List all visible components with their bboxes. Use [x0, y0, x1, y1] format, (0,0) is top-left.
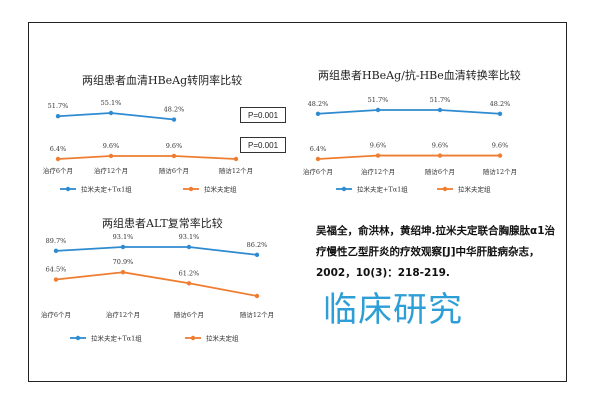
chart-3-series-1-point — [53, 248, 59, 254]
chart-3-tick-label: 治疗12个月 — [106, 310, 140, 319]
chart-2-series-2-point — [375, 153, 381, 158]
chart-3-series-1-data-label: 89.7% — [46, 237, 67, 245]
chart-3-legend-marker — [75, 335, 81, 341]
chart-1-series-1-point — [55, 114, 61, 119]
p-value-box-2: P=0.001 — [240, 137, 286, 153]
chart-3-series-1-data-label: 93.1% — [113, 233, 134, 241]
chart-2-series-1-point — [375, 107, 381, 113]
chart-3-legend-marker — [190, 335, 196, 341]
chart-1-series-2-line — [57, 155, 237, 160]
chart-3-series-1-point — [254, 252, 260, 258]
chart-2-series-2-point — [437, 153, 443, 158]
chart-1-tick-label: 治疗6个月 — [43, 166, 73, 175]
chart-2-tick-label: 随访6个月 — [425, 167, 455, 176]
chart-2-series-1-data-label: 48.2% — [308, 100, 329, 108]
chart-3-tick-label: 随访12个月 — [240, 310, 274, 319]
chart-2-series-2-point — [315, 156, 321, 162]
chart-2-legend-marker — [341, 186, 347, 192]
chart-2-series-2-data-label: 9.6% — [432, 142, 449, 150]
chart-1-series-1-point — [171, 117, 177, 122]
chart-1-series-1-data-label: 48.2% — [164, 106, 185, 114]
chart-2-series-1-point — [315, 111, 321, 116]
chart-2-series-1-data-label: 48.2% — [490, 100, 511, 108]
chart-3-series-1-line — [55, 246, 258, 256]
chart-2-legend-label: 拉米夫定+Tα1组 — [357, 185, 408, 194]
chart-2-series-2-data-label: 6.4% — [310, 145, 327, 153]
chart-1-series-2-point — [171, 153, 177, 159]
chart-1-title: 两组患者血清HBeAg转阴率比较 — [82, 74, 243, 87]
citation-text: 吴福全，俞洪林，黄绍坤.拉米夫定联合胸腺肽α1治疗慢性乙型肝炎的疗效观察[J]中… — [316, 225, 556, 279]
chart-1-legend-label: 拉米夫定+Tα1组 — [81, 185, 132, 194]
chart-2-series-1-data-label: 51.7% — [430, 96, 451, 104]
chart-3-legend-label: 拉米夫定+Tα1组 — [91, 334, 142, 343]
chart-2-series-1-point — [497, 111, 503, 116]
chart-2-series-1-line — [317, 109, 501, 115]
chart-1-series-2-point — [108, 153, 114, 159]
chart-1-tick-label: 随访12个月 — [219, 166, 253, 175]
chart-3-tick-label: 治疗6个月 — [41, 310, 71, 319]
chart-1-tick-label: 随访6个月 — [159, 166, 189, 175]
chart-2-legend-marker — [442, 186, 448, 192]
chart-3-series-2-line — [55, 271, 258, 297]
chart-2-legend-label: 拉米夫定组 — [458, 185, 491, 194]
chart-2-tick-label: 随访12个月 — [483, 167, 517, 176]
chart-3-series-1-data-label: 93.1% — [179, 233, 200, 241]
chart-3-legend-label: 拉米夫定组 — [206, 334, 239, 343]
chart-1-series-1-line — [57, 112, 175, 121]
chart-3-series-2-point — [254, 293, 260, 299]
chart-1-series-2-point — [55, 156, 61, 162]
chart-1-legend-marker — [65, 186, 71, 192]
chart-3-series-2-point — [186, 281, 192, 286]
chart-3-title: 两组患者ALT复常率比较 — [102, 217, 223, 230]
chart-2-series-1-point — [437, 107, 443, 113]
chart-1-series-1-data-label: 55.1% — [101, 99, 122, 107]
chart-1-series-2-data-label: 6.4% — [50, 145, 67, 153]
chart-3-series-2-data-label: 61.2% — [179, 269, 200, 277]
chart-1-legend-marker — [188, 186, 194, 192]
p-value-box-1: P=0.001 — [240, 107, 286, 123]
chart-2-title: 两组患者HBeAg/抗-HBe血清转换率比较 — [318, 69, 521, 82]
figure-frame — [28, 22, 567, 382]
chart-3-series-1-data-label: 86.2% — [247, 241, 268, 249]
chart-2-series-2-data-label: 9.6% — [370, 142, 387, 150]
chart-1-series-1-point — [108, 110, 114, 116]
chart-1-series-2-point — [233, 156, 239, 162]
chart-2-tick-label: 治疗12个月 — [361, 167, 395, 176]
chart-3-series-1-point — [186, 244, 192, 250]
chart-1-series-1-data-label: 51.7% — [48, 102, 69, 110]
chart-2-series-2-data-label: 9.6% — [492, 142, 509, 150]
chart-3-series-2-data-label: 64.5% — [46, 266, 67, 274]
chart-3-series-2-point — [53, 277, 59, 282]
clinical-research-heading: 临床研究 — [323, 290, 463, 330]
chart-3-series-2-data-label: 70.9% — [113, 258, 134, 266]
chart-1-tick-label: 治疗12个月 — [94, 166, 128, 175]
chart-3-tick-label: 随访6个月 — [174, 310, 204, 319]
chart-3-series-1-point — [120, 244, 126, 250]
chart-2-tick-label: 治疗6个月 — [303, 167, 333, 176]
chart-1-series-2-data-label: 9.6% — [166, 142, 183, 150]
chart-2-series-2-point — [497, 153, 503, 158]
chart-1-legend-label: 拉米夫定组 — [204, 185, 237, 194]
chart-2-series-1-data-label: 51.7% — [368, 96, 389, 104]
chart-2-series-2-line — [317, 154, 500, 160]
chart-1-series-2-data-label: 9.6% — [103, 142, 120, 150]
chart-3-series-2-point — [120, 270, 126, 275]
